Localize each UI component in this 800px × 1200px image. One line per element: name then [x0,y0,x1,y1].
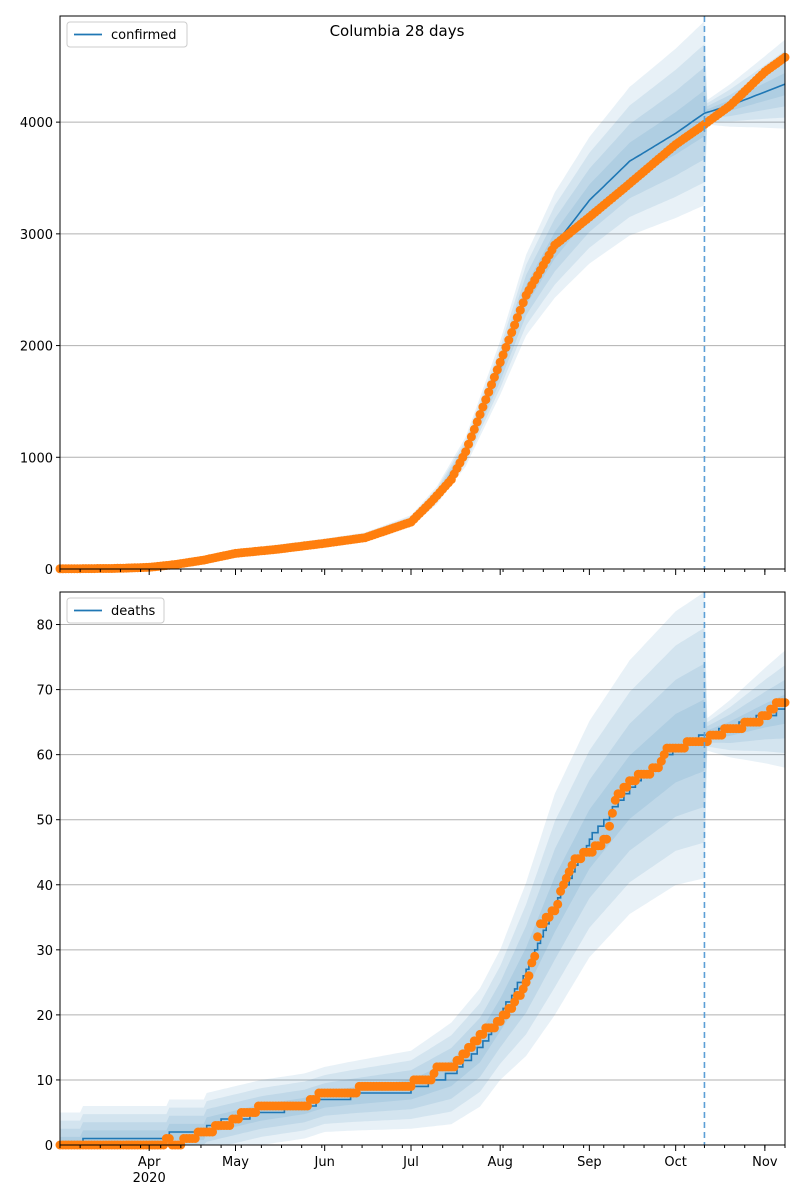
panel-confirmed: 0 1000 2000 3000 4000 confirmed [20,15,790,578]
observed-point [484,387,494,397]
x-tick-label: Aug [487,1155,512,1170]
observed-point [495,357,505,367]
y-tick-label: 3000 [20,228,53,243]
observed-point [515,305,525,315]
observed-point [481,395,491,405]
observed-point [510,320,520,330]
legend: deaths [66,597,165,624]
observed-point [533,932,543,942]
observed-point [475,410,485,419]
y-tick-label: 60 [36,749,53,764]
legend-label: confirmed [111,28,177,43]
observed-point [553,899,563,909]
y-tick-label: 70 [36,684,53,699]
x-tick-label: May [222,1155,249,1170]
observed-point [524,971,534,981]
observed-point [469,424,479,434]
observed-point [464,439,473,449]
uncertainty-band [60,73,785,569]
uncertainty-band [60,592,785,1145]
observed-point [507,328,517,337]
observed-point [466,432,476,442]
observed-point [504,335,514,345]
x-tick-label: Nov [752,1155,778,1170]
chart-title: Columbia 28 days [330,22,465,40]
uncertainty-band [60,627,785,1145]
legend: confirmed [66,21,188,48]
observed-point [530,951,540,961]
y-tick-label: 10 [36,1074,53,1089]
x-year-label: 2020 [133,1171,166,1186]
y-tick-label: 2000 [20,340,53,355]
x-tick-label: Jun [314,1155,335,1170]
y-tick-label: 0 [45,1139,53,1154]
observed-point [461,447,471,457]
uncertainty-band [60,694,785,1145]
observed-point [518,298,528,308]
uncertainty-band [60,663,785,1145]
observed-point [487,380,496,390]
x-tick-label: Apr [138,1155,161,1170]
y-tick-label: 0 [45,563,53,578]
observed-point [512,313,522,323]
uncertainty-band [60,21,785,570]
observed-point [478,402,488,412]
observed-point [602,834,612,844]
y-tick-label: 50 [36,814,53,829]
y-tick-label: 4000 [20,116,53,131]
uncertainty-band [60,44,785,569]
uncertainty-band [60,61,785,570]
y-tick-label: 20 [36,1009,53,1024]
legend-label: deaths [111,604,156,619]
observed-point [472,417,482,427]
legend-box [66,21,188,48]
y-tick-label: 40 [36,879,53,894]
x-tick-label: Sep [577,1155,602,1170]
legend-box [66,597,165,624]
observed-point [605,821,614,831]
observed-point [501,342,511,352]
y-tick-label: 80 [36,619,53,634]
y-tick-label: 30 [36,944,53,959]
x-tick-label: Oct [664,1155,686,1170]
observed-point [607,808,617,818]
x-tick-label: Jul [402,1155,419,1170]
observed-point [489,372,499,382]
observed-point [498,350,508,360]
y-tick-label: 1000 [20,451,53,466]
observed-point [492,365,502,375]
